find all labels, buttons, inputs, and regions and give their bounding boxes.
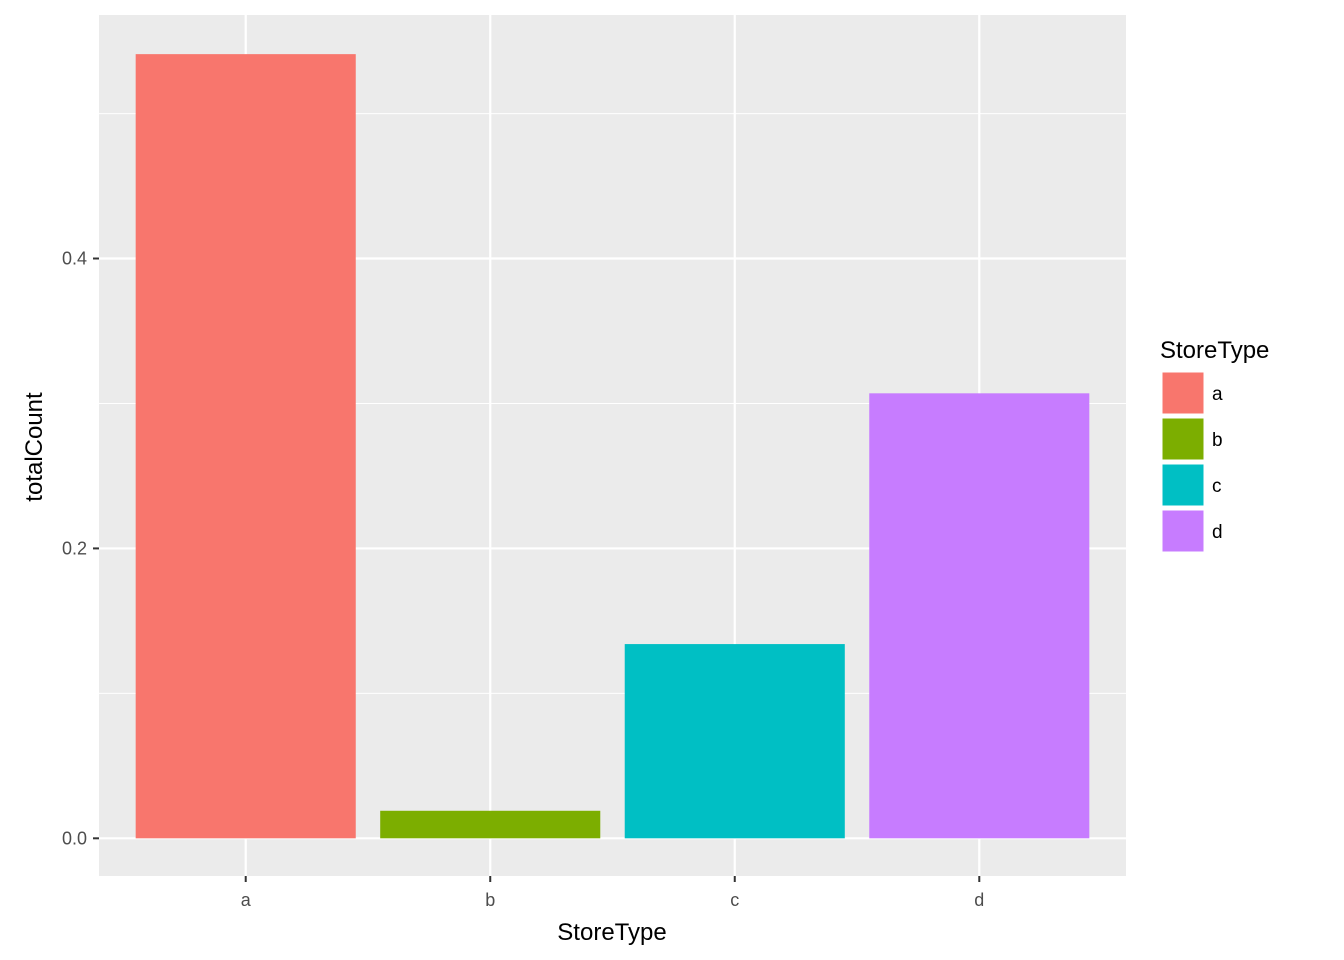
x-tick-label: b: [485, 890, 495, 910]
bar-c[interactable]: [624, 644, 845, 839]
legend-label-c: c: [1212, 476, 1222, 497]
legend-key-d[interactable]: [1161, 509, 1205, 553]
x-tick-label: d: [974, 890, 984, 910]
bar-b[interactable]: [380, 810, 601, 839]
legend-key-b[interactable]: [1161, 417, 1205, 461]
y-tick-label: 0.4: [62, 249, 87, 269]
y-tick-label: 0.0: [62, 828, 87, 848]
legend-key-c[interactable]: [1161, 463, 1205, 507]
x-axis-title: StoreType: [557, 919, 666, 946]
y-axis: 0.0 0.2 0.4: [62, 249, 99, 848]
x-tick-label: a: [241, 890, 252, 910]
legend-label-b: b: [1212, 430, 1223, 451]
y-tick-label: 0.2: [62, 538, 87, 558]
legend: StoreType a b c d: [1160, 337, 1269, 553]
legend-title: StoreType: [1160, 337, 1269, 364]
x-axis: a b c d: [241, 876, 984, 910]
bar-d[interactable]: [869, 393, 1090, 839]
bar-a[interactable]: [135, 54, 356, 839]
legend-label-d: d: [1212, 522, 1223, 543]
bars: [135, 54, 1090, 839]
x-tick-label: c: [730, 890, 739, 910]
legend-key-a[interactable]: [1161, 371, 1205, 415]
y-axis-title: totalCount: [21, 392, 48, 502]
legend-label-a: a: [1212, 384, 1223, 405]
